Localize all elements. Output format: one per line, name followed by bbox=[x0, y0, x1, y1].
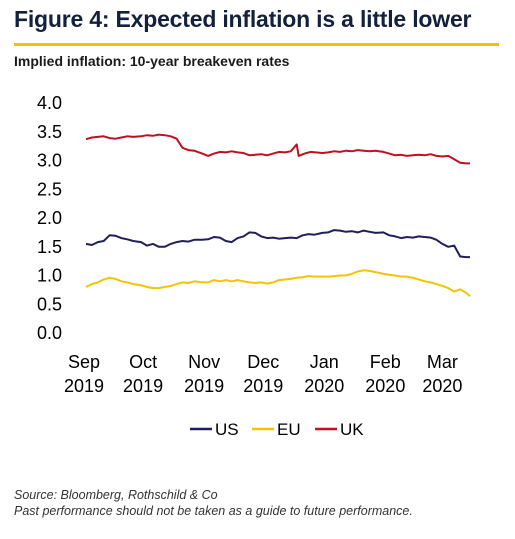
line-chart: 0.0 0.5 1.0 1.5 2.0 2.5 3.0 3.5 4.0 Sep 2019 Oct 20… bbox=[37, 93, 471, 439]
y-tick-label: 4.0 bbox=[37, 93, 62, 113]
series-line-us bbox=[85, 229, 470, 259]
x-tick-label: Oct bbox=[129, 352, 157, 372]
legend-label-us: US bbox=[215, 420, 239, 439]
x-axis: Sep 2019 Oct 2019 Nov 2019 Dec 2019 Jan 2020 Feb 20… bbox=[64, 352, 462, 396]
x-tick-label-year: 2019 bbox=[123, 376, 163, 396]
series-line-uk bbox=[85, 133, 470, 165]
x-tick-label: Dec bbox=[247, 352, 279, 372]
x-tick-label: Jan bbox=[310, 352, 339, 372]
y-tick-label: 1.0 bbox=[37, 266, 62, 286]
legend-label-uk: UK bbox=[340, 420, 364, 439]
x-tick-label-year: 2019 bbox=[184, 376, 224, 396]
x-tick-label-year: 2020 bbox=[304, 376, 344, 396]
y-tick-label: 1.5 bbox=[37, 237, 62, 257]
x-tick-label: Sep bbox=[68, 352, 100, 372]
series-line-eu bbox=[85, 269, 471, 297]
y-tick-label: 3.5 bbox=[37, 122, 62, 142]
y-tick-label: 3.0 bbox=[37, 151, 62, 171]
footnote: Source: Bloomberg, Rothschild & Co Past … bbox=[14, 487, 413, 519]
y-tick-label: 2.0 bbox=[37, 208, 62, 228]
page-title: Figure 4: Expected inflation is a little… bbox=[14, 6, 472, 32]
x-tick-label: Feb bbox=[370, 352, 401, 372]
series-layer bbox=[85, 133, 471, 297]
x-tick-label: Nov bbox=[188, 352, 220, 372]
x-tick-label: Mar bbox=[427, 352, 458, 372]
y-tick-label: 2.5 bbox=[37, 179, 62, 199]
legend-label-eu: EU bbox=[277, 420, 301, 439]
y-tick-label: 0.5 bbox=[37, 294, 62, 314]
disclaimer-note: Past performance should not be taken as … bbox=[14, 504, 413, 518]
source-note: Source: Bloomberg, Rothschild & Co bbox=[14, 488, 218, 502]
x-tick-label-year: 2019 bbox=[243, 376, 283, 396]
legend: US EU UK bbox=[190, 420, 364, 439]
x-tick-label-year: 2020 bbox=[365, 376, 405, 396]
title-underline bbox=[14, 43, 499, 46]
y-tick-label: 0.0 bbox=[37, 323, 62, 343]
chart-subtitle: Implied inflation: 10-year breakeven rat… bbox=[14, 53, 290, 69]
x-tick-label-year: 2019 bbox=[64, 376, 104, 396]
x-tick-label-year: 2020 bbox=[422, 376, 462, 396]
y-axis: 0.0 0.5 1.0 1.5 2.0 2.5 3.0 3.5 4.0 bbox=[37, 93, 62, 343]
